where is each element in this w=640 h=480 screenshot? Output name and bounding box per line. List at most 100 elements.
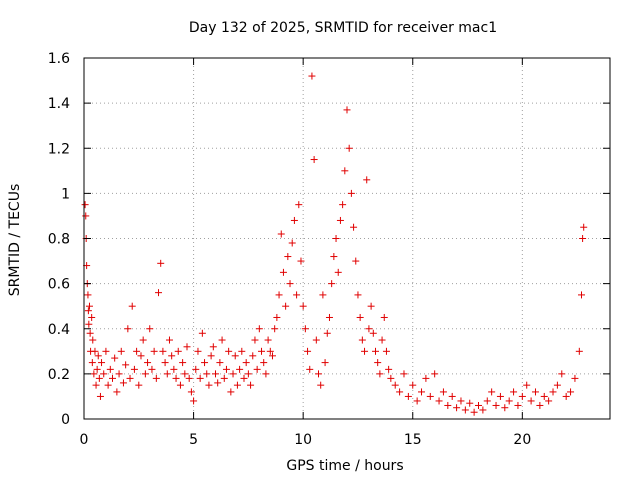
data-point (163, 370, 171, 378)
data-point (345, 144, 353, 152)
data-point (297, 257, 305, 265)
data-point (382, 347, 390, 355)
data-point (475, 401, 482, 409)
data-point (391, 381, 399, 389)
data-point (212, 370, 219, 378)
data-point (225, 347, 233, 355)
data-point (85, 302, 93, 310)
data-point (115, 370, 123, 378)
data-point (558, 370, 566, 378)
data-point (306, 365, 314, 373)
data-point (396, 388, 404, 396)
data-point (282, 302, 290, 310)
data-point (358, 336, 366, 344)
data-point (124, 325, 132, 333)
data-point (98, 359, 106, 367)
data-point (400, 370, 408, 378)
y-tick-label: 1.2 (48, 141, 70, 157)
x-tick-label: 20 (513, 432, 531, 448)
data-point (238, 347, 246, 355)
data-point (209, 343, 217, 351)
data-point (82, 212, 90, 220)
data-point (290, 216, 298, 224)
data-point (361, 347, 369, 355)
data-point (531, 388, 539, 396)
data-point (137, 352, 145, 360)
data-point (207, 352, 215, 360)
data-point (187, 388, 195, 396)
data-point (233, 381, 241, 389)
data-point (260, 359, 268, 367)
data-point (549, 388, 557, 396)
data-point (126, 374, 134, 382)
data-point (578, 291, 586, 299)
data-point (229, 370, 237, 378)
data-point (242, 359, 250, 367)
data-point (553, 381, 561, 389)
data-point (148, 365, 156, 373)
data-point (172, 374, 180, 382)
data-point (323, 329, 331, 337)
data-point (352, 257, 360, 265)
data-point (575, 347, 583, 355)
data-point (325, 313, 333, 321)
data-point (122, 361, 130, 369)
data-point (312, 336, 320, 344)
y-tick-label: 0.2 (48, 367, 70, 383)
data-point (150, 347, 158, 355)
data-point (231, 352, 239, 360)
data-point (262, 370, 270, 378)
data-point (523, 381, 531, 389)
data-point (81, 201, 89, 209)
data-point (104, 381, 112, 389)
data-point (387, 374, 395, 382)
data-point (288, 239, 296, 247)
data-point (271, 325, 279, 333)
data-point (505, 397, 513, 405)
data-point (369, 329, 377, 337)
data-point (457, 397, 465, 405)
data-point (328, 280, 336, 288)
data-point (510, 388, 518, 396)
data-point (413, 397, 421, 405)
data-point (258, 347, 266, 355)
data-point (332, 235, 340, 242)
data-points (81, 72, 588, 416)
data-point (579, 235, 587, 242)
data-point (496, 392, 504, 400)
data-point (179, 359, 187, 367)
data-point (90, 370, 98, 378)
data-point (319, 291, 327, 299)
data-point (88, 359, 96, 367)
data-point (218, 336, 226, 344)
data-point (92, 381, 100, 389)
data-point (284, 253, 292, 261)
axis-ticks: 0 0.2 0.4 0.6 0.8 1 1.2 1.4 1.6 0 5 10 15 20 (48, 51, 610, 448)
data-point (93, 365, 101, 373)
data-point (253, 365, 261, 373)
data-point (165, 336, 173, 344)
data-point (139, 336, 147, 344)
data-point (341, 167, 349, 175)
data-point (501, 404, 509, 412)
data-point (444, 401, 452, 409)
data-point (356, 313, 364, 321)
data-point (102, 347, 110, 355)
x-tick-label: 15 (404, 432, 422, 448)
data-point (244, 370, 252, 378)
data-point (371, 347, 379, 355)
data-point (279, 268, 287, 276)
data-point (470, 408, 478, 416)
data-point (152, 374, 160, 382)
data-point (113, 388, 121, 396)
data-point (527, 397, 535, 405)
data-point (170, 365, 178, 373)
data-point (315, 370, 323, 378)
data-point (339, 201, 347, 209)
data-point (545, 397, 553, 405)
data-point (466, 399, 474, 407)
data-point (571, 374, 579, 382)
data-point (461, 406, 469, 414)
data-point (321, 359, 329, 367)
